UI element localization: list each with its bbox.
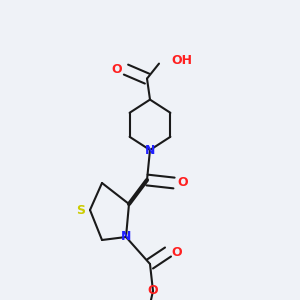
Text: O: O xyxy=(172,245,182,259)
Text: O: O xyxy=(148,284,158,298)
Text: N: N xyxy=(145,143,155,157)
Text: O: O xyxy=(178,176,188,190)
Text: OH: OH xyxy=(171,54,192,67)
Text: O: O xyxy=(112,63,122,76)
Text: N: N xyxy=(121,230,131,244)
Text: S: S xyxy=(76,203,85,217)
